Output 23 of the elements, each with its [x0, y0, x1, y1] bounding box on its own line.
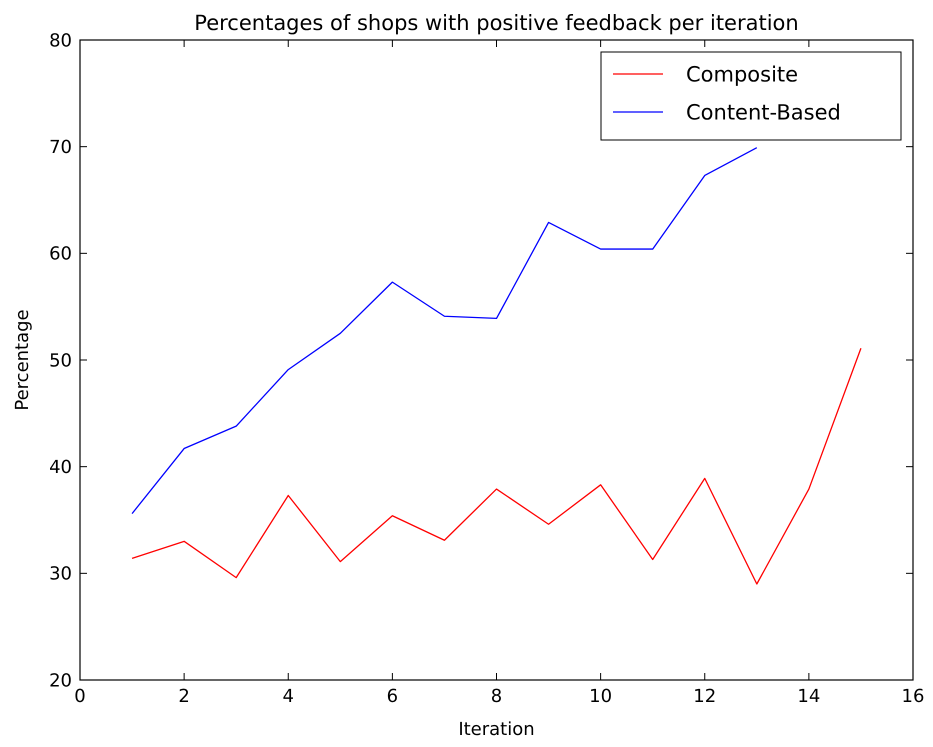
y-tick-label: 50 — [49, 350, 72, 372]
y-tick-label: 70 — [49, 136, 72, 158]
y-tick-label: 80 — [49, 30, 72, 52]
legend-label: Content-Based — [686, 100, 841, 124]
x-tick-label: 4 — [282, 686, 294, 707]
x-tick-label: 16 — [902, 686, 924, 707]
x-tick-label: 6 — [386, 686, 398, 707]
x-axis-title: Iteration — [458, 719, 535, 740]
y-tick-label: 60 — [49, 244, 72, 265]
x-tick-label: 8 — [490, 686, 502, 707]
y-tick-label: 40 — [49, 456, 72, 478]
line-series — [131, 147, 758, 514]
x-tick-label: 0 — [74, 686, 86, 707]
x-tick-label: 12 — [693, 686, 716, 707]
x-tick-label: 10 — [589, 686, 612, 707]
x-tick-label: 2 — [178, 686, 190, 707]
chart-title: Percentages of shops with positive feedback per iteration — [194, 11, 799, 35]
x-tick-label: 14 — [797, 686, 820, 707]
y-axis-title: Percentage — [12, 309, 33, 411]
y-tick-label: 30 — [49, 564, 72, 585]
line-series — [131, 348, 862, 585]
y-tick-label: 20 — [49, 670, 72, 692]
legend-label: Composite — [686, 62, 798, 86]
